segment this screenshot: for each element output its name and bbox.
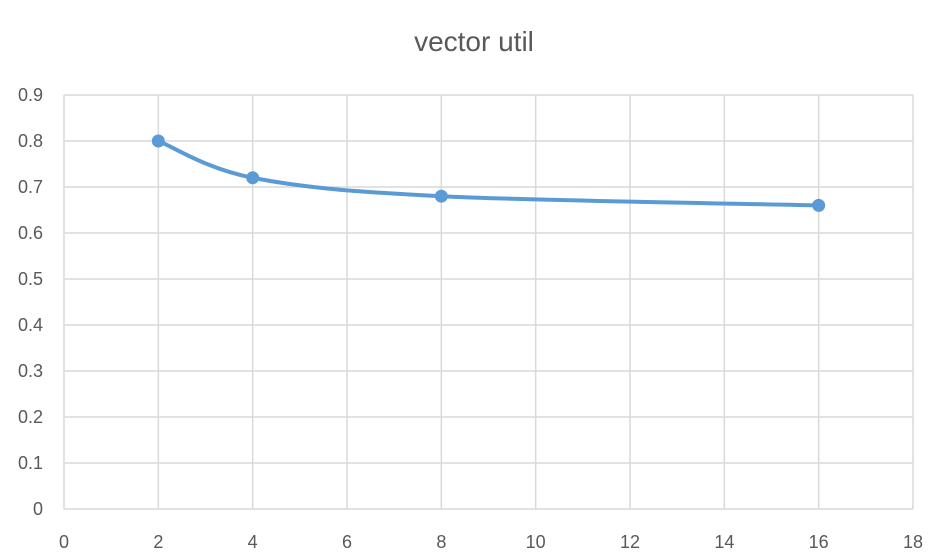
data-point: [434, 189, 448, 203]
y-axis-tick-labels: 0 0.1 0.2 0.3 0.4 0.5 0.6 0.7 0.8 0.9: [18, 85, 43, 519]
x-tick-label: 6: [342, 532, 352, 552]
y-tick-label: 0.2: [18, 407, 43, 427]
x-tick-label: 4: [248, 532, 258, 552]
y-tick-label: 0.1: [18, 453, 43, 473]
series-line: [156, 139, 821, 208]
x-tick-label: 0: [59, 532, 69, 552]
x-tick-label: 8: [436, 532, 446, 552]
y-tick-label: 0.8: [18, 131, 43, 151]
x-tick-label: 10: [526, 532, 546, 552]
x-tick-label: 12: [620, 532, 640, 552]
y-tick-label: 0.5: [18, 269, 43, 289]
chart-title: vector util: [414, 26, 534, 57]
y-tick-label: 0.4: [18, 315, 43, 335]
data-point: [151, 134, 165, 148]
data-point: [246, 171, 260, 185]
x-gridlines: [63, 95, 914, 509]
x-tick-label: 14: [714, 532, 734, 552]
y-gridlines: [64, 94, 913, 510]
data-point: [812, 198, 826, 212]
y-tick-label: 0.6: [18, 223, 43, 243]
y-tick-label: 0.9: [18, 85, 43, 105]
x-tick-label: 2: [153, 532, 163, 552]
series-group: [151, 134, 826, 212]
x-tick-label: 16: [809, 532, 829, 552]
x-axis-tick-labels: 0 2 4 6 8 10 12 14 16 18: [59, 532, 923, 552]
y-tick-label: 0: [33, 499, 43, 519]
x-tick-label: 18: [903, 532, 923, 552]
y-tick-label: 0.7: [18, 177, 43, 197]
y-tick-label: 0.3: [18, 361, 43, 381]
